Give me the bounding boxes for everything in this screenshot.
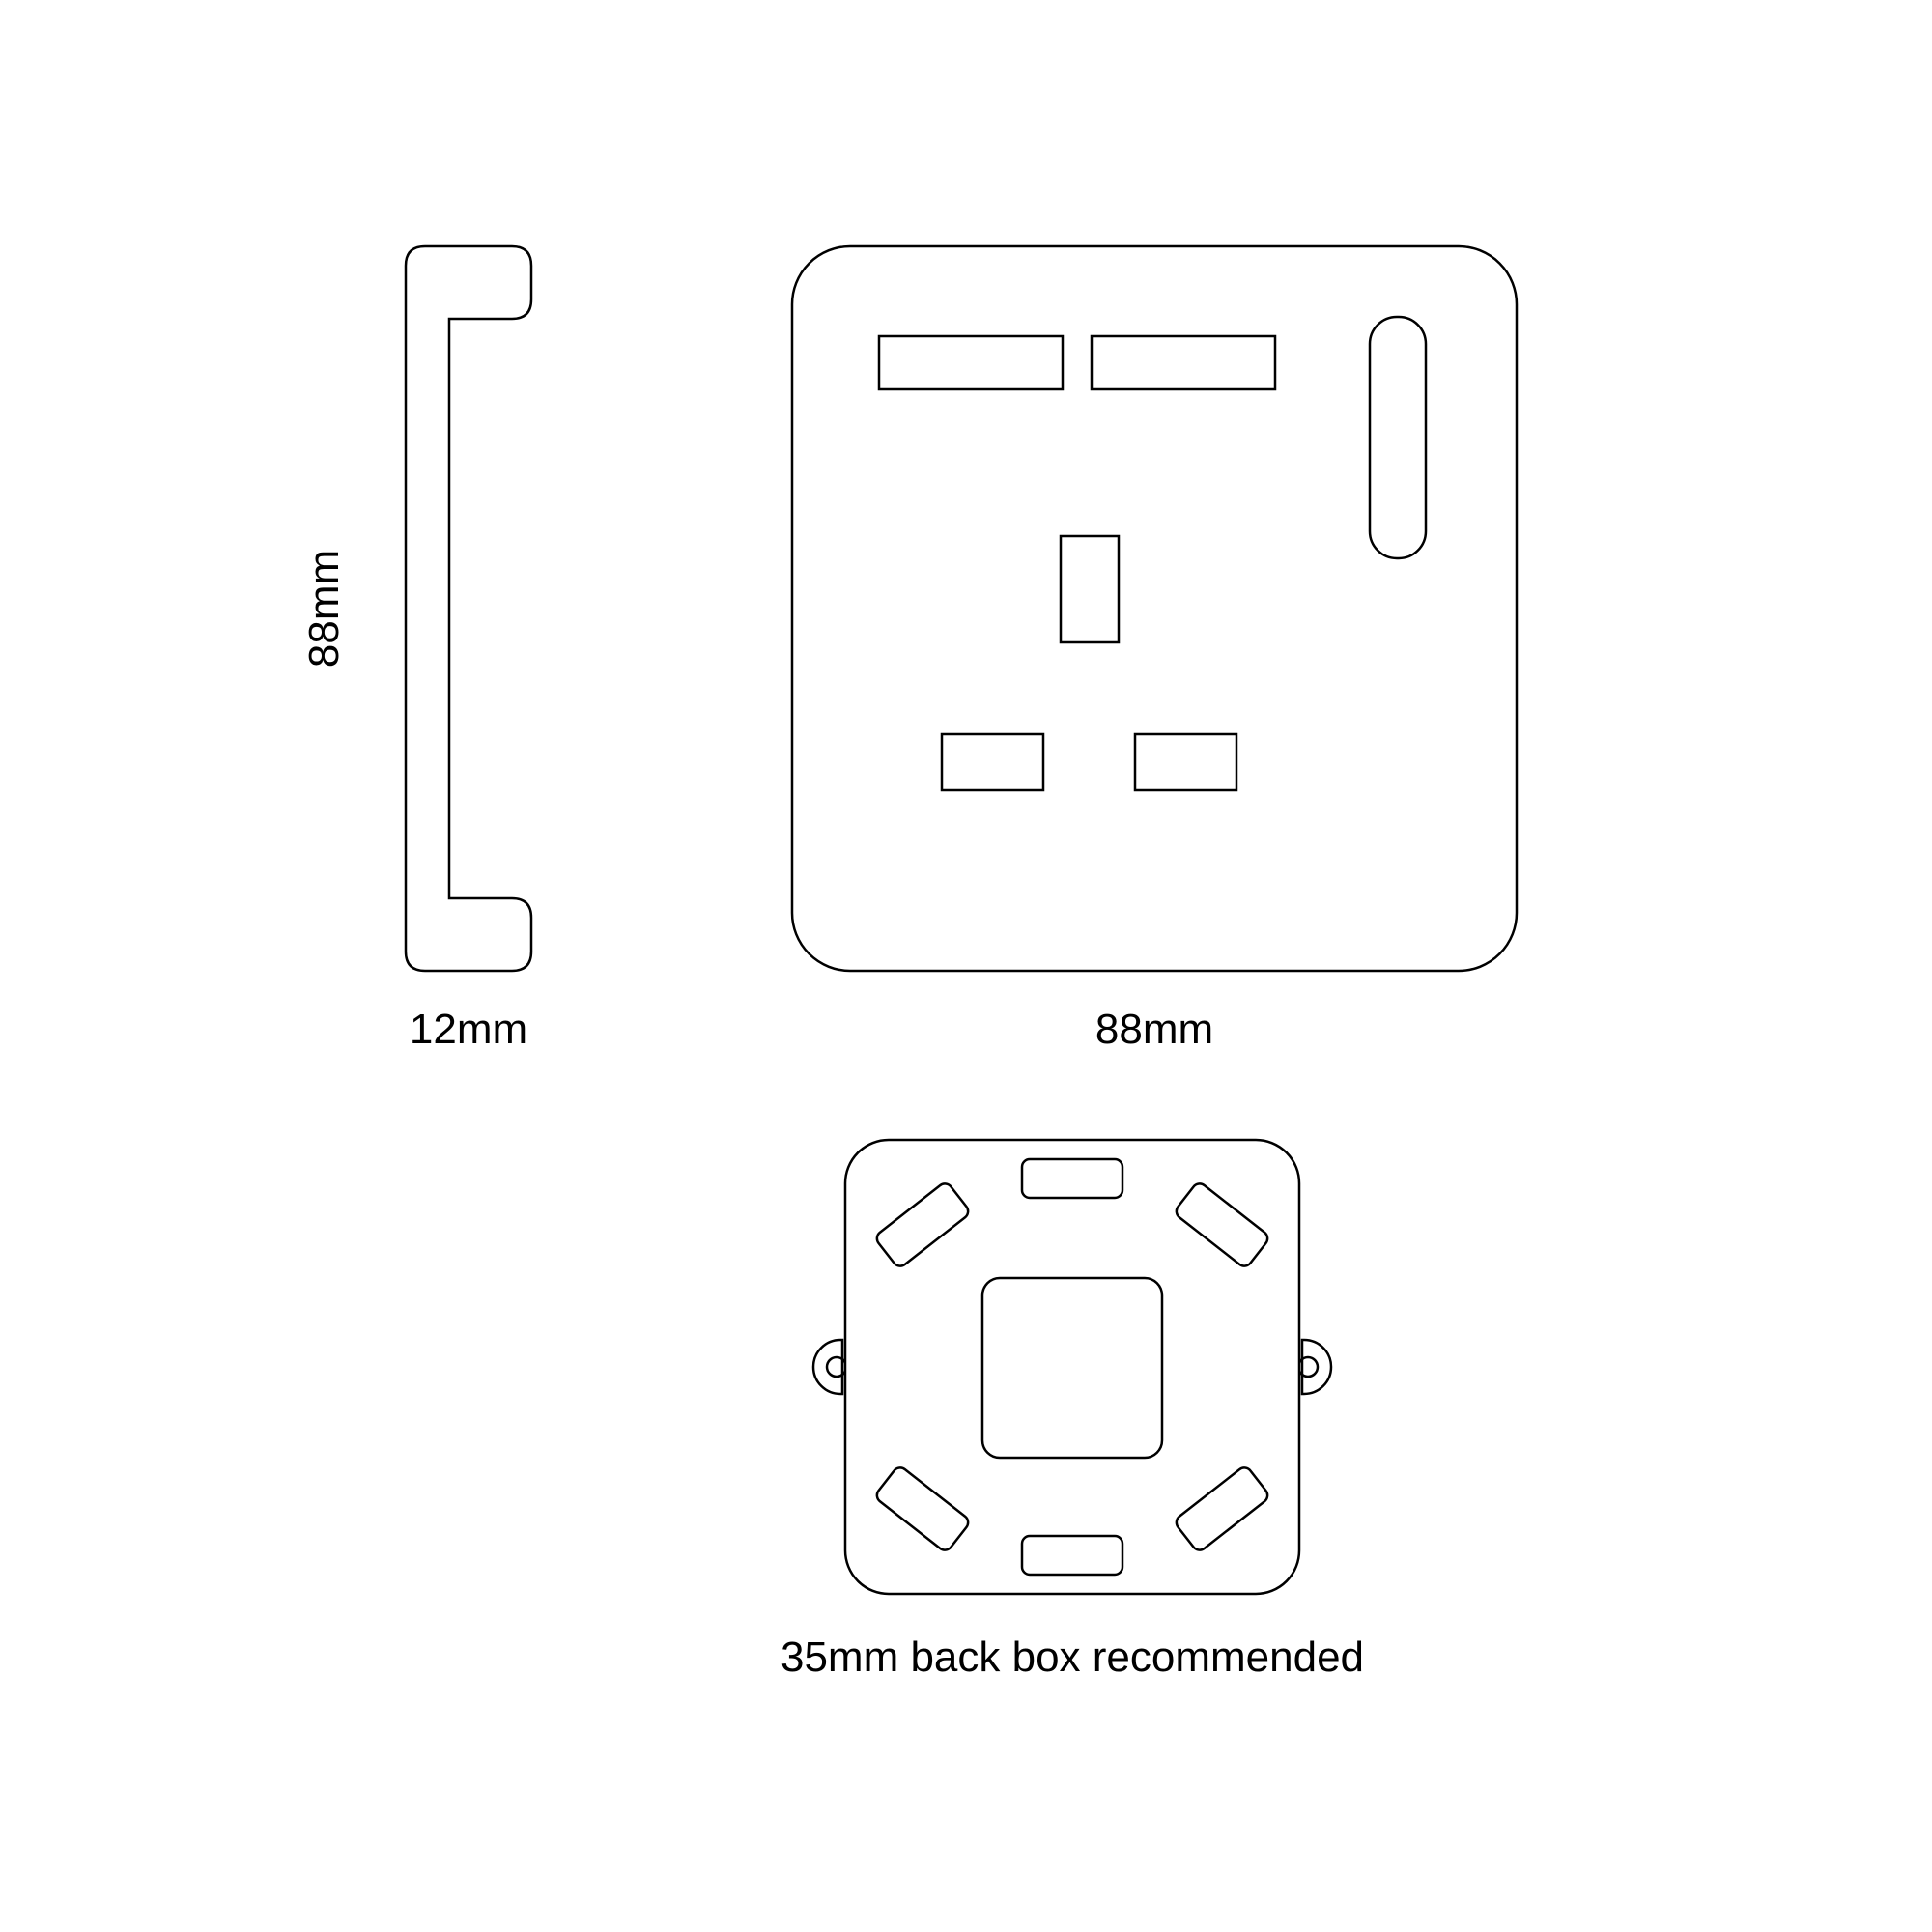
side-height-label: 88mm (300, 550, 348, 668)
usb-slot-1 (879, 336, 1063, 389)
live-pin (942, 734, 1043, 790)
earth-pin (1061, 536, 1119, 642)
side-depth-label: 12mm (410, 1006, 527, 1053)
backbox-caption: 35mm back box recommended (781, 1634, 1364, 1681)
side-profile (406, 246, 531, 971)
technical-drawing: 88mm 12mm 88mm 35mm back box recommended (0, 0, 1932, 1932)
front-width-label: 88mm (1095, 1006, 1213, 1053)
rocker-switch (1370, 317, 1426, 558)
usb-slot-2 (1092, 336, 1275, 389)
back-box (845, 1140, 1299, 1594)
front-plate (792, 246, 1517, 971)
neutral-pin (1135, 734, 1236, 790)
